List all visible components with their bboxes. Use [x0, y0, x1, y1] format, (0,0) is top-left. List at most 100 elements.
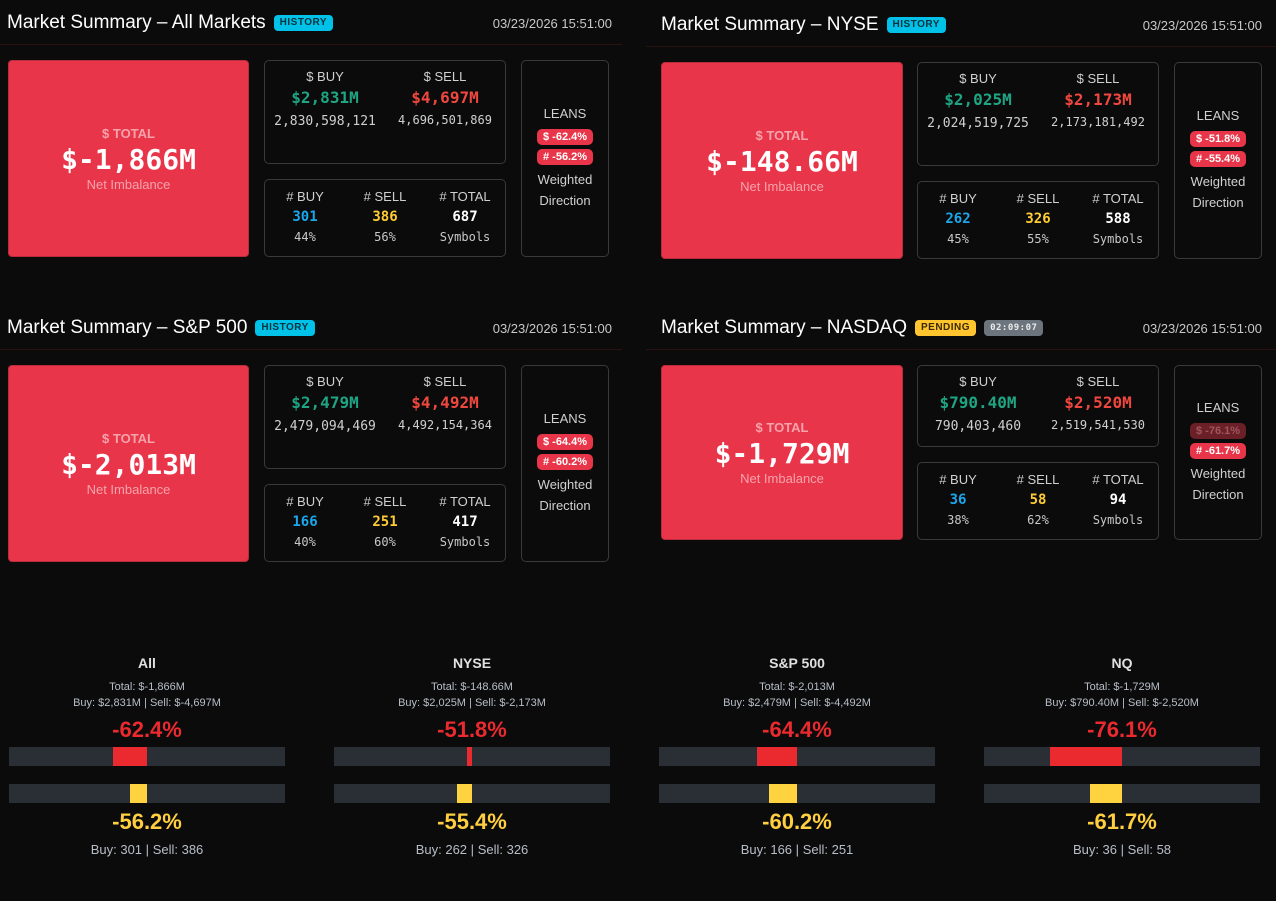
dollar-buy-value: $790.40M: [939, 393, 1017, 412]
separator: |: [1120, 842, 1125, 857]
count-sell-col: # SELL 58 62%: [998, 463, 1078, 539]
dollar-sell-raw: 4,696,501,869: [398, 113, 492, 127]
dollar-lean-fill: [1050, 747, 1122, 766]
separator: |: [470, 842, 475, 857]
dollar-buy-label: $ BUY: [306, 374, 344, 389]
panel-header: Market Summary – All Markets HISTORY 03/…: [0, 0, 622, 45]
history-badge[interactable]: HISTORY: [886, 17, 946, 33]
timestamp: 03/23/2026 15:51:00: [492, 16, 612, 31]
count-buy-value: 36: [949, 492, 967, 508]
count-total-sub: Symbols: [439, 230, 491, 244]
count-buy-pct: 40%: [294, 535, 316, 549]
dollar-buy-sell-card: $ BUY $790.40M 790,403,460 $ SELL $2,520…: [917, 365, 1159, 447]
gauge-total: Total: $-1,866M: [109, 681, 185, 693]
leans-card: LEANS $ -62.4% # -56.2% Weighted Directi…: [521, 60, 609, 257]
dollar-lean-bar: [984, 747, 1260, 766]
total-sublabel: Net Imbalance: [86, 481, 171, 497]
count-sell-value: 251: [372, 514, 398, 530]
gauge-total: Total: $-148.66M: [431, 681, 513, 693]
dollar-lean-bar: [9, 747, 285, 766]
count-total-sub: Symbols: [1092, 232, 1144, 246]
count-total-label: # TOTAL: [1092, 191, 1144, 206]
separator: |: [144, 697, 147, 709]
count-buy-label: # BUY: [286, 494, 324, 509]
gauge-buy: Buy: $790.40M: [1045, 697, 1120, 709]
gauge-nyse: NYSE Total: $-148.66M Buy: $2,025M | Sel…: [334, 650, 610, 857]
count-sell-col: # SELL 251 60%: [345, 485, 425, 561]
dollar-buy-label: $ BUY: [306, 69, 344, 84]
dollar-sell-col: $ SELL $4,697M 4,696,501,869: [385, 61, 505, 163]
count-buy-label: # BUY: [286, 189, 324, 204]
count-total-value: 588: [1105, 211, 1131, 227]
panel-header: Market Summary – S&P 500 HISTORY 03/23/2…: [0, 305, 622, 350]
gauge-buy: Buy: $2,479M: [723, 697, 791, 709]
gauge-sell: Sell: $-2,520M: [1128, 697, 1199, 709]
total-sublabel: Net Imbalance: [740, 178, 824, 194]
dollar-lean-fill: [757, 747, 797, 766]
dollar-buy-col: $ BUY $2,479M 2,479,094,469: [265, 366, 385, 468]
lean-count-pill: # -55.4%: [1189, 151, 1247, 167]
total-value: $-148.66M: [706, 144, 858, 178]
leans-label: LEANS: [543, 411, 587, 426]
gauge-title: All: [138, 655, 156, 671]
count-lean-bar: [334, 784, 610, 803]
count-card: # BUY 166 40% # SELL 251 60% # TOTAL 417…: [264, 484, 506, 562]
history-badge[interactable]: HISTORY: [255, 320, 315, 336]
gauge-count-sell: Sell: 386: [152, 842, 204, 857]
panel-title-row: Market Summary – All Markets HISTORY: [7, 12, 341, 34]
gauge-count-buy: Buy: 301: [90, 842, 143, 857]
dollar-buy-value: $2,479M: [291, 393, 359, 412]
leans-label: LEANS: [1196, 108, 1240, 123]
dollar-buy-raw: 790,403,460: [934, 419, 1022, 434]
gauge-buy-sell-line: Buy: $2,025M | Sell: $-2,173M: [334, 697, 610, 709]
total-label: $ TOTAL: [102, 125, 155, 141]
total-sublabel: Net Imbalance: [86, 176, 171, 192]
dollar-buy-col: $ BUY $2,831M 2,830,598,121: [265, 61, 385, 163]
lean-dollar-pill: $ -51.8%: [1189, 131, 1247, 147]
count-sell-value: 326: [1025, 211, 1051, 227]
net-total-card: $ TOTAL $-2,013M Net Imbalance: [8, 365, 249, 562]
count-sell-col: # SELL 326 55%: [998, 182, 1078, 258]
pending-badge[interactable]: PENDING: [915, 320, 977, 336]
leans-sub-direction: Direction: [539, 498, 591, 513]
count-sell-value: 58: [1029, 492, 1047, 508]
dollar-buy-raw: 2,830,598,121: [274, 114, 376, 129]
history-badge[interactable]: HISTORY: [273, 15, 334, 31]
count-total-label: # TOTAL: [1092, 472, 1144, 487]
dollar-lean-bar: [334, 747, 610, 766]
dollar-lean-fill: [467, 747, 472, 766]
count-lean-pct: -55.4%: [437, 809, 507, 834]
total-sublabel: Net Imbalance: [740, 470, 824, 486]
count-sell-col: # SELL 386 56%: [345, 180, 425, 256]
dollar-lean-pct: -76.1%: [1087, 717, 1157, 742]
market-summary-all: Market Summary – All Markets HISTORY 03/…: [0, 0, 622, 270]
timestamp: 03/23/2026 15:51:00: [492, 321, 612, 336]
count-total-value: 94: [1109, 492, 1127, 508]
gauge-nq: NQ Total: $-1,729M Buy: $790.40M | Sell:…: [984, 650, 1260, 857]
count-sell-pct: 56%: [374, 230, 396, 244]
gauge-buy-sell-line: Buy: $2,479M | Sell: $-4,492M: [659, 697, 935, 709]
count-sell-pct: 60%: [374, 535, 396, 549]
leans-sub-direction: Direction: [539, 193, 591, 208]
count-buy-value: 301: [292, 209, 318, 225]
panel-title-row: Market Summary – NYSE HISTORY: [661, 14, 954, 36]
lean-count-pill: # -56.2%: [536, 149, 594, 165]
leans-label: LEANS: [1196, 400, 1240, 415]
gauge-sell: Sell: $-4,492M: [799, 697, 871, 709]
dollar-lean-pct: -51.8%: [437, 717, 507, 742]
leans-sub-direction: Direction: [1192, 487, 1244, 502]
count-total-value: 687: [452, 209, 478, 225]
gauge-buy-sell-line: Buy: $2,831M | Sell: $-4,697M: [9, 697, 285, 709]
dollar-buy-value: $2,025M: [944, 90, 1012, 109]
dollar-sell-col: $ SELL $2,173M 2,173,181,492: [1038, 63, 1158, 165]
dollar-sell-value: $2,520M: [1064, 393, 1132, 412]
dollar-sell-label: $ SELL: [423, 374, 467, 389]
gauge-total: Total: $-2,013M: [759, 681, 835, 693]
count-buy-label: # BUY: [939, 191, 977, 206]
count-card: # BUY 301 44% # SELL 386 56% # TOTAL 687…: [264, 179, 506, 257]
gauge-count-line: Buy: 36 | Sell: 58: [984, 842, 1260, 857]
lean-dollar-pill: $ -64.4%: [536, 434, 594, 450]
count-lean-bar: [9, 784, 285, 803]
dollar-sell-col: $ SELL $4,492M 4,492,154,364: [385, 366, 505, 468]
count-lean-pct: -56.2%: [112, 809, 182, 834]
